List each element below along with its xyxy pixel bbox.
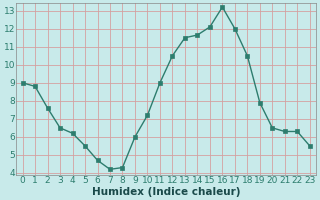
X-axis label: Humidex (Indice chaleur): Humidex (Indice chaleur) (92, 187, 240, 197)
